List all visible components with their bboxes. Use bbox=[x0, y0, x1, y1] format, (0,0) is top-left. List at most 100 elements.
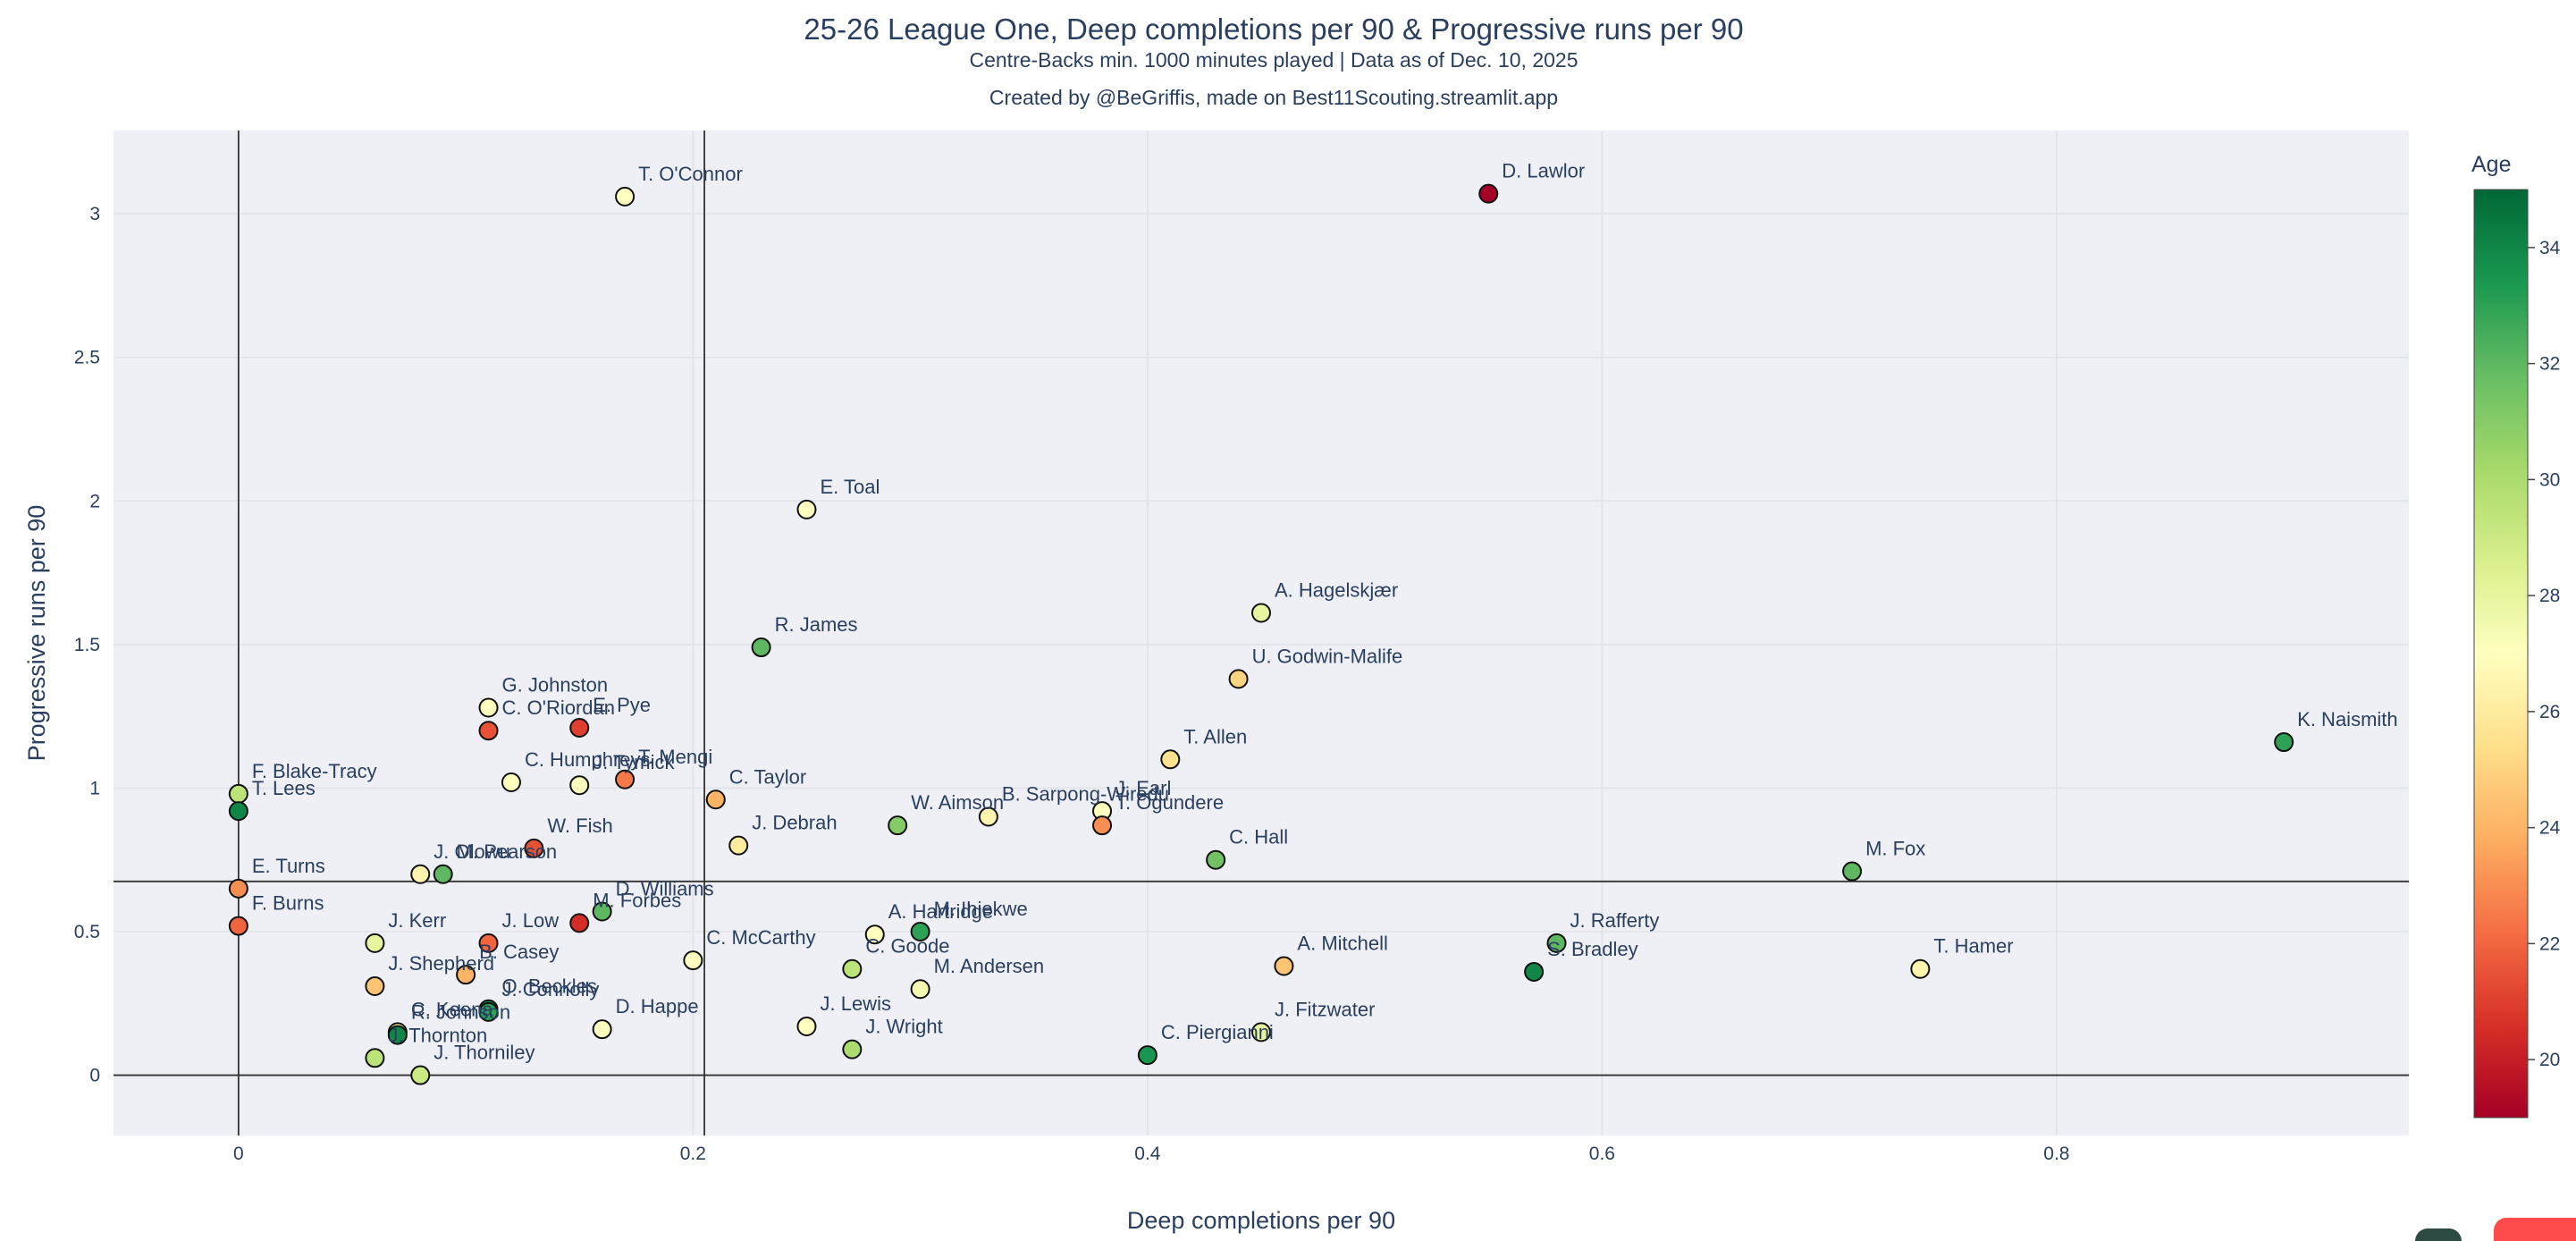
data-point bbox=[1137, 1045, 1158, 1066]
point-label: T. Hamer bbox=[1933, 935, 2013, 958]
data-point bbox=[2274, 732, 2294, 753]
data-point bbox=[1206, 849, 1226, 870]
colorbar-tick-label: 26 bbox=[2539, 702, 2560, 722]
point-label: A. Hartridge bbox=[888, 900, 993, 923]
point-label: F. Burns bbox=[252, 892, 324, 915]
point-label: C. Hall bbox=[1229, 826, 1288, 848]
y-tick-label: 1 bbox=[89, 778, 100, 798]
y-axis-ticks: 0 0.5 1 1.5 2 2.5 3 bbox=[74, 204, 100, 1085]
y-tick-label: 3 bbox=[89, 204, 100, 224]
x-axis-ticks: 0 0.2 0.4 0.6 0.8 bbox=[233, 1144, 2070, 1164]
data-point bbox=[478, 697, 499, 718]
point-label: F. Blake-Tracy bbox=[252, 760, 377, 782]
point-label: E. Toal bbox=[820, 476, 880, 498]
data-point bbox=[592, 1019, 612, 1040]
data-point bbox=[365, 1048, 385, 1068]
point-label: J. Olowu bbox=[434, 840, 510, 863]
point-label: T. Mengi bbox=[638, 746, 712, 768]
data-point bbox=[478, 933, 499, 953]
point-label: M. Forbes bbox=[593, 889, 681, 911]
point-label: O. Beckles bbox=[502, 975, 597, 998]
data-point bbox=[410, 1065, 431, 1085]
point-label: J. Rafferty bbox=[1570, 909, 1660, 932]
plot-area bbox=[114, 131, 2409, 1135]
x-tick-label: 0 bbox=[233, 1144, 244, 1164]
point-label: J. Tymick bbox=[593, 751, 675, 773]
point-label: M. Ihiekwe bbox=[934, 898, 1028, 920]
data-point bbox=[796, 1016, 817, 1036]
colorbar-tick-label: 24 bbox=[2539, 818, 2561, 839]
data-point bbox=[456, 965, 476, 985]
data-point bbox=[1251, 603, 1271, 623]
y-axis-label: Progressive runs per 90 bbox=[23, 505, 50, 762]
data-point bbox=[433, 864, 453, 884]
deploy-button[interactable] bbox=[2494, 1218, 2576, 1241]
colorbar-ticks: 20 22 24 26 28 30 32 34 bbox=[2528, 238, 2561, 1070]
data-point bbox=[1910, 958, 1931, 979]
point-label: J. Kerr bbox=[388, 909, 446, 932]
point-label: B. Casey bbox=[479, 941, 559, 963]
data-point bbox=[365, 976, 385, 997]
x-tick-label: 0.2 bbox=[680, 1144, 706, 1164]
point-label: J. Debrah bbox=[752, 812, 837, 834]
point-label: J. Earl bbox=[1115, 777, 1171, 799]
data-point bbox=[1478, 183, 1499, 204]
point-label: J. Connolly bbox=[502, 978, 600, 1000]
data-point bbox=[1251, 1022, 1271, 1043]
data-point bbox=[592, 901, 612, 922]
colorbar-tick-label: 34 bbox=[2539, 238, 2561, 258]
data-point bbox=[615, 186, 636, 207]
data-point bbox=[410, 864, 431, 884]
avatar[interactable] bbox=[2415, 1228, 2462, 1241]
point-label: D. Happe bbox=[616, 995, 699, 1017]
data-point bbox=[910, 979, 930, 1000]
point-label: A. Mitchell bbox=[1297, 933, 1387, 955]
chart-subtitle: Centre-Backs min. 1000 minutes played | … bbox=[969, 48, 1578, 72]
data-point bbox=[751, 637, 771, 658]
point-label: T. O'Connor bbox=[638, 163, 743, 185]
data-point bbox=[728, 835, 749, 856]
point-label: E. Turns bbox=[252, 855, 325, 877]
colorbar: Age 20 22 24 26 28 30 32 34 bbox=[2471, 152, 2561, 1119]
data-point bbox=[569, 913, 590, 933]
point-label: C. Taylor bbox=[729, 765, 806, 788]
data-point bbox=[1524, 961, 1545, 982]
point-label: T. Allen bbox=[1183, 725, 1247, 747]
point-label: W. Fish bbox=[547, 815, 612, 837]
point-label: J. Fitzwater bbox=[1275, 998, 1375, 1020]
point-label: J. Thorniley bbox=[434, 1042, 535, 1064]
y-tick-label: 2 bbox=[89, 491, 100, 511]
point-labels: T. O'Connor D. Lawlor E. Toal A. Hagelskjær… bbox=[252, 160, 2398, 1064]
data-point bbox=[705, 789, 726, 810]
data-point bbox=[569, 717, 590, 738]
colorbar-tick-label: 28 bbox=[2539, 586, 2560, 606]
point-label: M. Fox bbox=[1865, 838, 1925, 860]
grid bbox=[114, 131, 2409, 1135]
data-point bbox=[1092, 815, 1113, 836]
x-tick-label: 0.8 bbox=[2043, 1144, 2069, 1164]
data-point bbox=[387, 1025, 408, 1045]
point-label: C. Goode bbox=[865, 935, 949, 958]
colorbar-tick-label: 32 bbox=[2539, 354, 2560, 375]
point-label: J. Shepherd bbox=[388, 952, 494, 975]
data-point bbox=[228, 916, 248, 936]
colorbar-bar bbox=[2473, 189, 2529, 1119]
point-label: C. Keena bbox=[411, 998, 493, 1020]
data-point bbox=[615, 769, 636, 789]
chart-title: 25-26 League One, Deep completions per 9… bbox=[804, 13, 1744, 46]
data-point bbox=[1160, 749, 1181, 770]
data-point bbox=[478, 1001, 499, 1022]
data-point bbox=[1546, 933, 1567, 953]
point-label: A. Hagelskjær bbox=[1275, 579, 1398, 602]
point-label: C. O'Riordan bbox=[502, 696, 615, 719]
y-tick-label: 1.5 bbox=[74, 635, 100, 655]
y-tick-label: 0 bbox=[89, 1066, 100, 1086]
data-point bbox=[228, 783, 248, 804]
data-point bbox=[842, 1039, 863, 1059]
data-point bbox=[228, 801, 248, 822]
point-label: M. Andersen bbox=[934, 955, 1045, 977]
point-label: E. Pye bbox=[593, 694, 651, 716]
point-label: J. Low bbox=[502, 909, 560, 932]
point-label: D. Williams bbox=[616, 878, 714, 900]
data-point bbox=[228, 878, 248, 899]
